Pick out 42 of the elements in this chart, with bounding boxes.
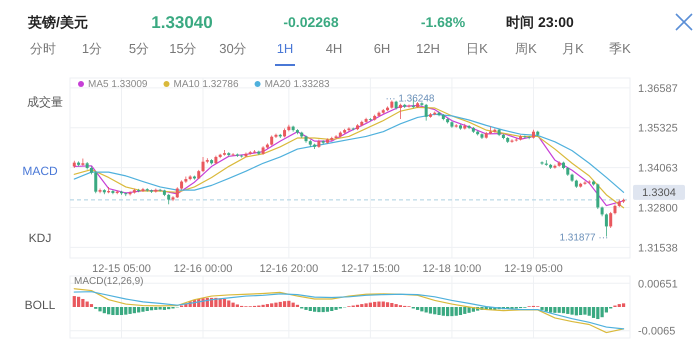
y-tick-label: -0.0065 (638, 326, 676, 338)
text: 12H (416, 41, 440, 56)
x-tick-label: 12-19 05:00 (504, 263, 563, 275)
y-tick-label: 0.00651 (638, 278, 678, 290)
text: 1.33040 (151, 13, 213, 32)
text: 英镑/美元 (27, 14, 88, 30)
text: 30分 (219, 41, 247, 56)
text: 4H (326, 41, 342, 56)
x-tick-label: 12-17 15:00 (341, 263, 400, 275)
annotation: 1.31877 ··· (559, 232, 608, 244)
legend-label: MA5 1.33009 (88, 79, 148, 90)
chart-title: MACD(12,26,9) (74, 276, 144, 287)
legend-label: MA20 1.33283 (264, 79, 330, 90)
text: 月K (562, 41, 584, 56)
text: 日K (466, 41, 488, 56)
x-tick-label: 12-16 00:00 (174, 263, 232, 275)
text: 周K (515, 41, 538, 56)
text: 成交量 (27, 95, 63, 109)
y-tick-label: 1.35325 (638, 122, 678, 135)
x-tick-label: 12-15 05:00 (92, 263, 151, 275)
text: 5分 (128, 41, 150, 56)
y-tick-label: 1.31538 (638, 242, 678, 254)
y-tick-label: 1.32800 (638, 202, 678, 214)
text: -1.68% (420, 14, 466, 30)
text: 时间 23:00 (506, 14, 574, 30)
text: -0.02268 (283, 14, 339, 30)
y-tick-label: 1.34063 (638, 162, 678, 175)
text: KDJ (28, 231, 52, 245)
text: MACD (22, 164, 58, 178)
text: 1H (276, 41, 294, 56)
x-tick-label: 12-16 20:00 (259, 263, 318, 275)
legend-label: MA10 1.32786 (174, 79, 239, 90)
text: 1分 (82, 41, 102, 56)
text: BOLL (24, 298, 56, 312)
annotation: ··· 1.36248 (386, 94, 435, 105)
ref-line-label: 1.3304 (642, 186, 676, 199)
text: 分时 (30, 41, 56, 56)
text: 6H (374, 41, 390, 56)
x-tick-label: 12-18 10:00 (422, 263, 482, 275)
text: 季K (609, 41, 632, 56)
text: 15分 (169, 41, 197, 56)
y-tick-label: 1.36587 (638, 82, 678, 95)
